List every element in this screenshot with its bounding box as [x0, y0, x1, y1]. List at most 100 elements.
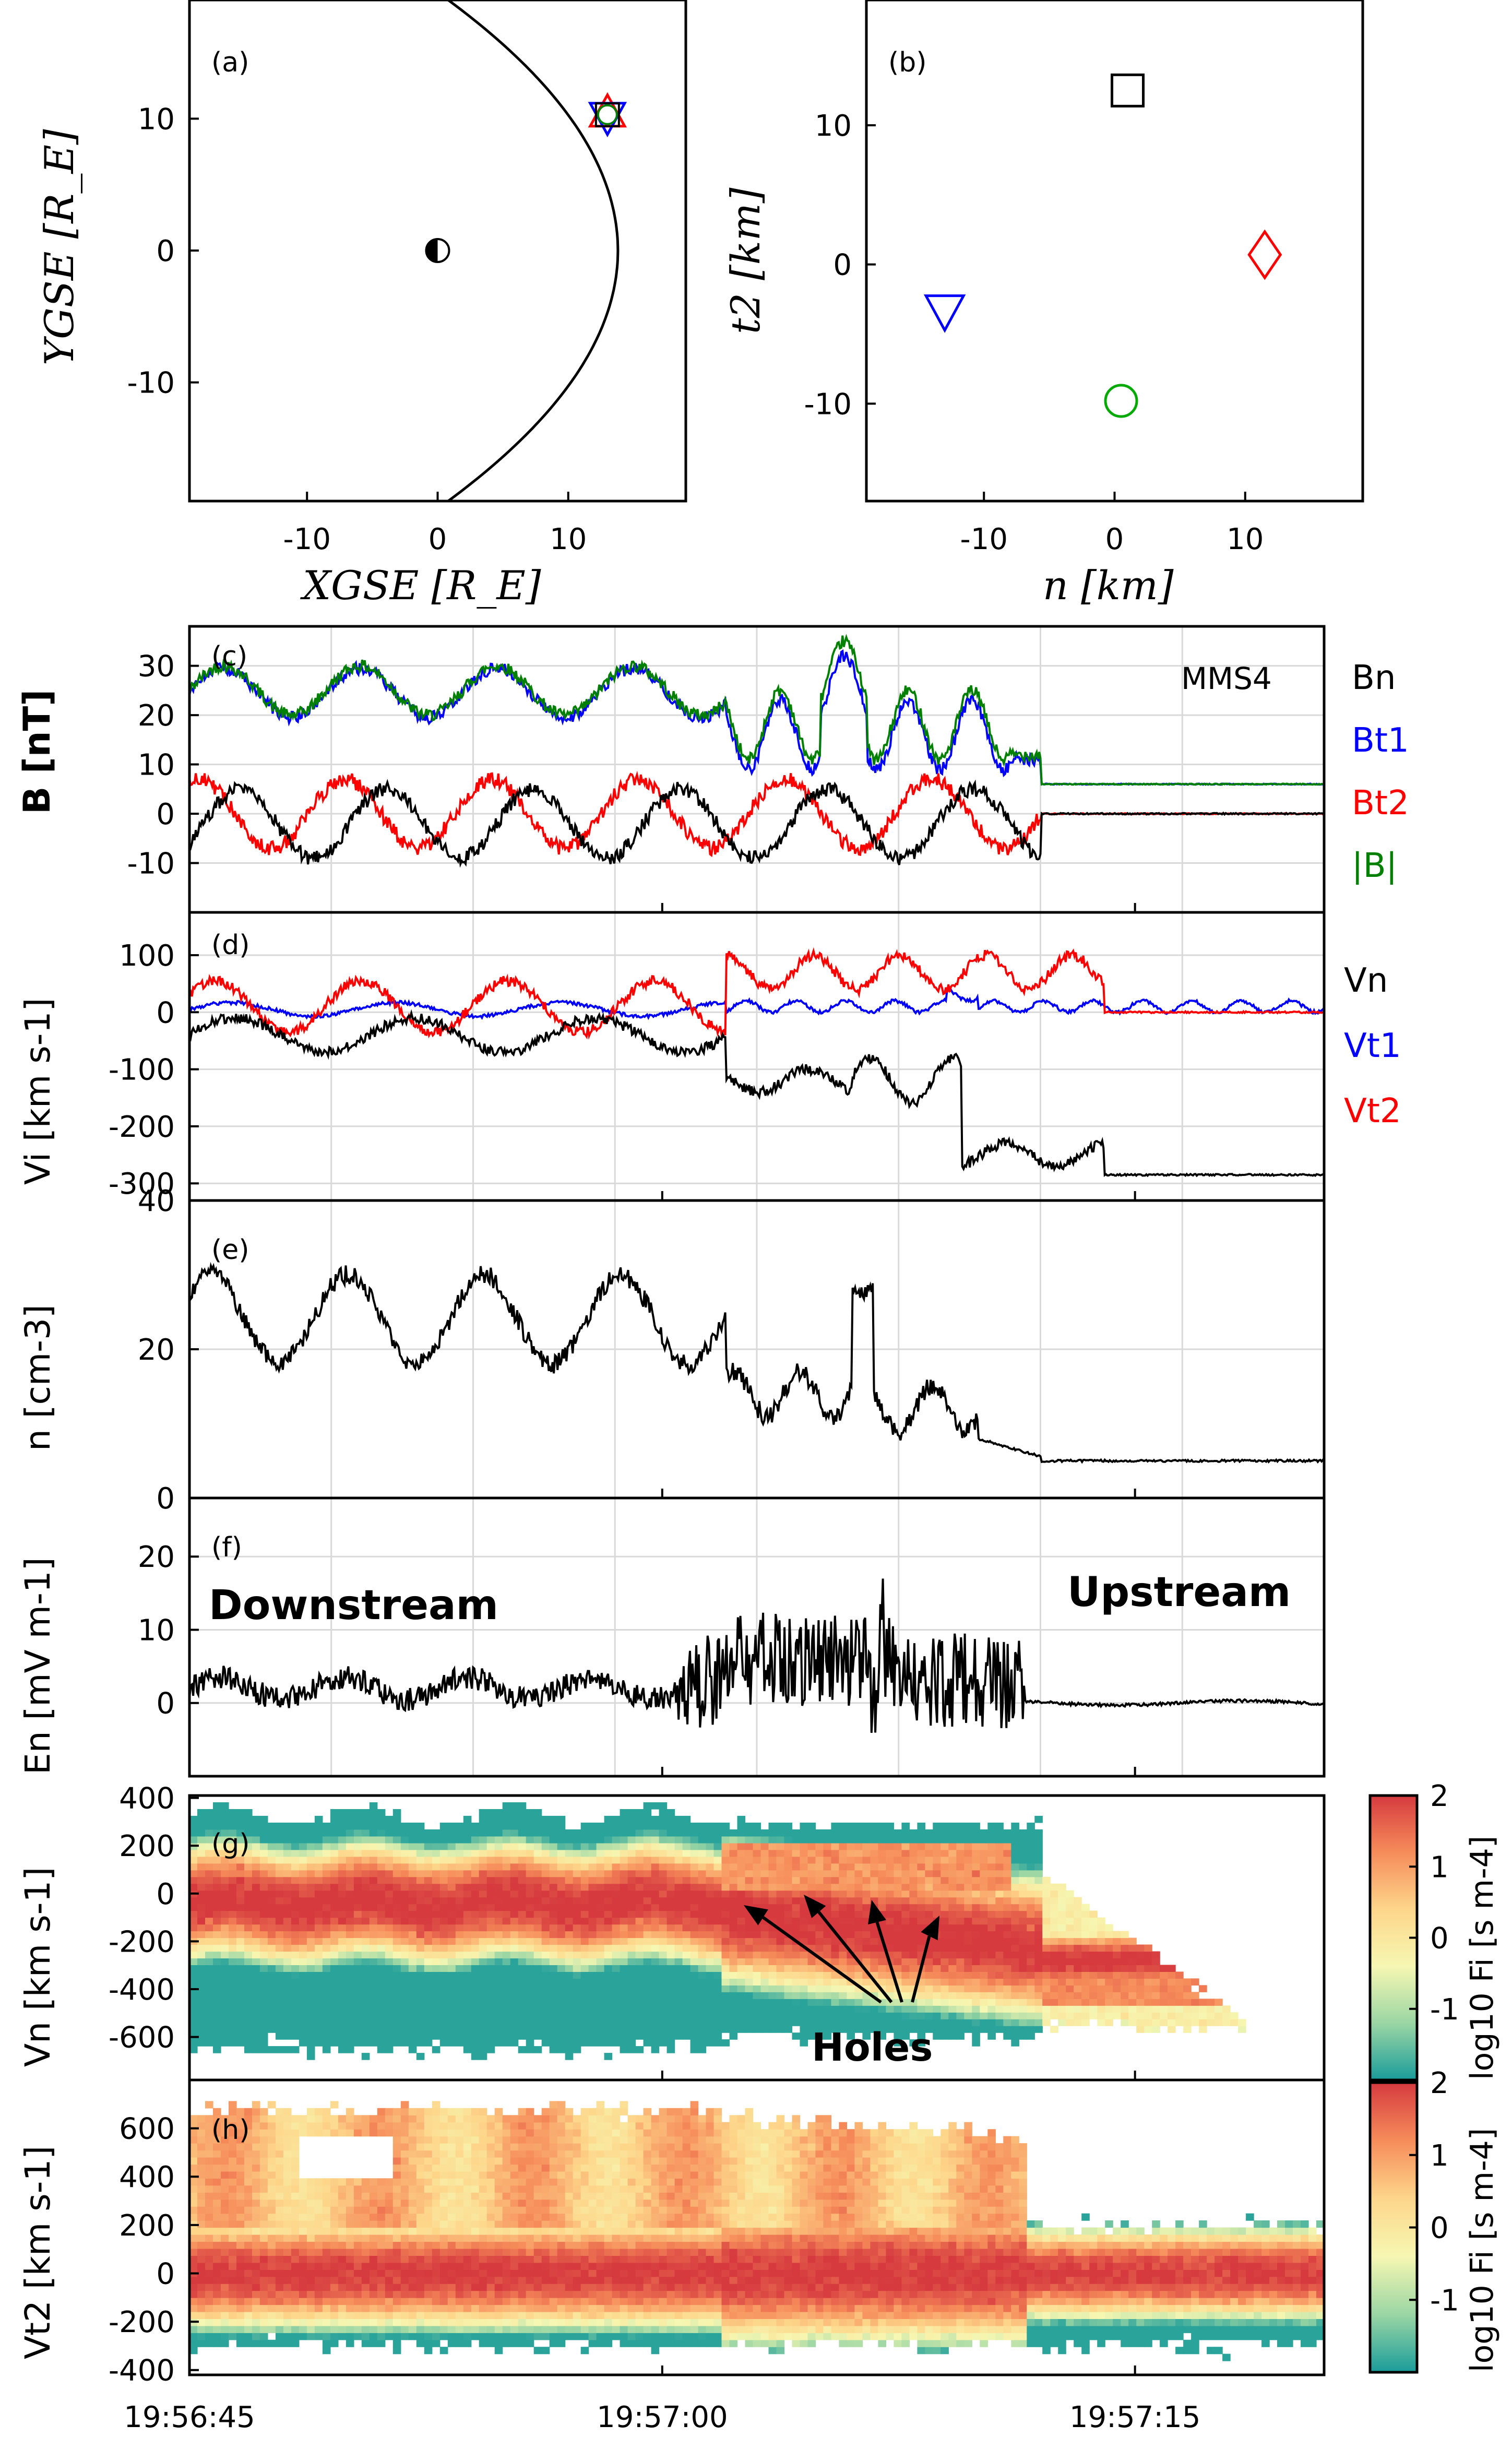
heatmap-cell — [494, 1924, 503, 1932]
heatmap-cell — [807, 2012, 816, 2019]
heatmap-cell — [424, 2005, 433, 2013]
heatmap-cell — [878, 1958, 886, 1965]
heatmap-cell — [385, 2108, 394, 2115]
heatmap-cell — [424, 1856, 433, 1864]
heatmap-cell — [612, 1897, 621, 1905]
heatmap-cell — [213, 2234, 221, 2242]
heatmap-cell — [995, 1822, 1004, 1830]
heatmap-cell — [267, 2339, 276, 2347]
heatmap-cell — [275, 2046, 284, 2053]
heatmap-cell — [1003, 1863, 1011, 1871]
heatmap-cell — [252, 2325, 260, 2333]
heatmap-cell — [213, 1822, 221, 1830]
heatmap-cell — [408, 1958, 417, 1965]
heatmap-cell — [1215, 1999, 1223, 2006]
heatmap-cell — [627, 1992, 636, 1999]
heatmap-cell — [1089, 1910, 1098, 1918]
heatmap-cell — [526, 2026, 534, 2033]
heatmap-cell — [753, 1937, 761, 1945]
heatmap-cell — [416, 1999, 425, 2006]
heatmap-vt2 — [189, 2101, 1325, 2361]
heatmap-cell — [463, 1890, 472, 1898]
heatmap-cell — [651, 1876, 660, 1884]
heatmap-cell — [221, 1897, 229, 1905]
heatmap-cell — [353, 1965, 362, 1972]
heatmap-cell — [690, 2012, 699, 2019]
heatmap-cell — [972, 1883, 980, 1891]
heatmap-cell — [588, 2039, 597, 2047]
heatmap-cell — [1050, 1992, 1058, 1999]
heatmap-cell — [299, 1910, 307, 1918]
heatmap-cell — [314, 1985, 323, 1992]
heatmap-cell — [369, 2298, 378, 2305]
heatmap-cell — [346, 2241, 354, 2249]
heatmap-cell — [1191, 2012, 1199, 2019]
heatmap-cell — [447, 2019, 456, 2026]
heatmap-cell — [377, 1836, 386, 1844]
heatmap-cell — [385, 1897, 394, 1905]
heatmap-cell — [1003, 1985, 1011, 1992]
heatmap-cell — [275, 1992, 284, 1999]
heatmap-cell — [471, 1937, 480, 1945]
heatmap-cell — [706, 1876, 715, 1884]
heatmap-cell — [283, 2012, 292, 2019]
heatmap-cell — [933, 1883, 941, 1891]
heatmap-cell — [385, 1937, 394, 1945]
heatmap-cell — [252, 2199, 260, 2207]
heatmap-cell — [909, 1971, 918, 1979]
heatmap-cell — [479, 2005, 487, 2013]
heatmap-cell — [377, 2248, 386, 2256]
hole-arrow-shaft — [911, 1935, 931, 2003]
heatmap-cell — [948, 1829, 957, 1837]
heatmap-cell — [236, 2019, 245, 2026]
heatmap-cell — [221, 1836, 229, 1844]
heatmap-cell — [252, 1836, 260, 1844]
heatmap-cell — [823, 1842, 831, 1850]
heatmap-cell — [635, 1985, 644, 1992]
heatmap-cell — [682, 1978, 691, 1986]
heatmap-cell — [948, 1890, 957, 1898]
heatmap-cell — [674, 2012, 683, 2019]
heatmap-cell — [346, 1829, 354, 1837]
heatmap-cell — [565, 2046, 574, 2053]
heatmap-cell — [651, 2026, 660, 2033]
heatmap-cell — [964, 2005, 972, 2013]
heatmap-cell — [275, 1937, 284, 1945]
heatmap-cell — [541, 1944, 550, 1952]
heatmap-cell — [400, 2319, 409, 2326]
heatmap-cell — [682, 1931, 691, 1939]
heatmap-cell — [510, 1842, 519, 1850]
heatmap-cell — [1011, 1978, 1019, 1986]
heatmap-cell — [862, 1937, 871, 1945]
heatmap-cell — [197, 2199, 206, 2207]
heatmap-cell — [510, 1802, 519, 1810]
heatmap-cell — [275, 2262, 284, 2270]
heatmap-cell — [205, 2213, 213, 2221]
y-tick-label: -200 — [109, 1110, 175, 1144]
heatmap-cell — [471, 2019, 480, 2026]
heatmap-cell — [447, 1856, 456, 1864]
heatmap-cell — [580, 1999, 589, 2006]
heatmap-cell — [1215, 2012, 1223, 2019]
heatmap-cell — [299, 2269, 307, 2277]
heatmap-cell — [275, 1965, 284, 1972]
heatmap-cell — [400, 1876, 409, 1884]
heatmap-cell — [894, 1971, 902, 1979]
heatmap-cell — [565, 2005, 574, 2013]
heatmap-cell — [275, 1985, 284, 1992]
heatmap-cell — [479, 1842, 487, 1850]
heatmap-cell — [502, 1863, 511, 1871]
heatmap-cell — [925, 2005, 933, 2013]
heatmap-cell — [392, 2227, 401, 2235]
heatmap-cell — [557, 1849, 566, 1857]
heatmap-cell — [925, 1978, 933, 1986]
heatmap-cell — [502, 2026, 511, 2033]
heatmap-cell — [666, 1876, 675, 1884]
heatmap-cell — [213, 2248, 221, 2256]
heatmap-cell — [267, 2122, 276, 2130]
heatmap-cell — [815, 2012, 824, 2019]
heatmap-cell — [447, 1978, 456, 1986]
heatmap-cell — [690, 1842, 699, 1850]
heatmap-cell — [839, 1951, 847, 1959]
heatmap-cell — [510, 1944, 519, 1952]
